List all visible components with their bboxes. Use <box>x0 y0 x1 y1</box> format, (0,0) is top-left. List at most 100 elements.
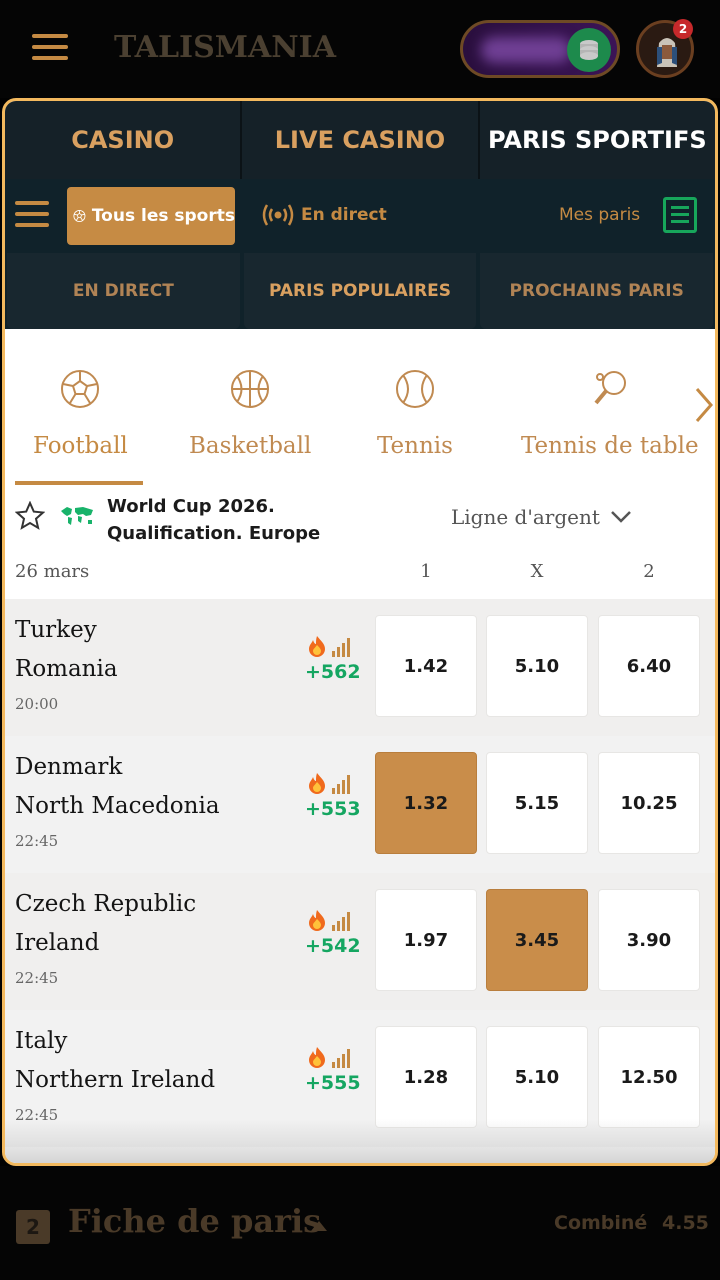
coins-icon <box>567 28 611 72</box>
fire-icon <box>309 773 325 794</box>
sportsbook-frame: CASINO LIVE CASINO PARIS SPORTIFS Tous l… <box>2 98 718 1166</box>
sport-tennis[interactable]: Tennis <box>377 367 453 459</box>
market-dropdown[interactable]: Ligne d'argent <box>451 505 632 529</box>
balance-amount-blurred <box>481 37 571 63</box>
away-team: Ireland <box>15 930 100 956</box>
chevron-down-icon <box>611 511 631 523</box>
home-team: Czech Republic <box>15 891 197 917</box>
odds-button[interactable]: 1.97 <box>375 889 477 991</box>
odds-button[interactable]: 10.25 <box>598 752 700 854</box>
match-row[interactable]: Denmark North Macedonia 22:45 +553 1.32 5.15 1… <box>5 736 715 873</box>
match-time: 20:00 <box>15 695 59 713</box>
signal-bars-icon <box>332 775 350 794</box>
tab-upcoming-bets[interactable]: PROCHAINS PARIS <box>480 253 714 329</box>
pharaoh-icon <box>657 38 677 67</box>
tennis-icon <box>395 370 434 408</box>
football-icon <box>61 370 100 408</box>
odds-button[interactable]: 3.90 <box>598 889 700 991</box>
away-team: Northern Ireland <box>15 1067 216 1093</box>
profile-avatar[interactable]: 2 <box>636 19 694 78</box>
tab-casino[interactable]: CASINO <box>5 101 243 179</box>
away-team: North Macedonia <box>15 793 220 819</box>
odds-column-1: 1 <box>420 561 432 582</box>
odds-button[interactable]: 5.10 <box>486 1026 588 1128</box>
odds-button[interactable]: 1.42 <box>375 615 477 717</box>
main-tabs: CASINO LIVE CASINO PARIS SPORTIFS <box>5 101 715 179</box>
odds-column-2: 2 <box>643 561 655 582</box>
sport-label: Basketball <box>189 433 312 459</box>
chevron-up-icon[interactable] <box>310 1220 328 1232</box>
sport-label: Football <box>33 433 128 459</box>
bet-slip-bar[interactable]: 2 Fiche de paris Combiné 4.55 <box>0 1166 720 1280</box>
menu-icon[interactable] <box>32 34 68 64</box>
odds-header-row: 26 mars 1 X 2 <box>5 549 715 599</box>
league-header: World Cup 2026. Qualification. Europe Li… <box>5 489 715 549</box>
sports-selector: Football Basketball Tennis Tennis de tab… <box>5 329 715 489</box>
tab-popular-bets[interactable]: PARIS POPULAIRES <box>243 253 477 329</box>
live-broadcast-icon <box>262 204 294 226</box>
odds-button[interactable]: 6.40 <box>598 615 700 717</box>
match-date: 26 mars <box>15 561 90 582</box>
fire-icon <box>309 1047 325 1068</box>
fire-icon <box>309 910 325 931</box>
chevron-right-icon[interactable] <box>693 387 713 423</box>
signal-bars-icon <box>332 912 350 931</box>
home-team: Italy <box>15 1028 68 1054</box>
more-markets-count[interactable]: +553 <box>305 798 361 820</box>
sport-basketball[interactable]: Basketball <box>189 367 311 459</box>
sport-table-tennis[interactable]: Tennis de table <box>521 367 699 459</box>
my-bets-link[interactable]: Mes paris <box>559 205 641 225</box>
match-row[interactable]: Czech Republic Ireland 22:45 +542 1.97 3.45 3.… <box>5 873 715 1010</box>
league-name-line: Qualification. Europe <box>107 523 321 544</box>
more-markets-count[interactable]: +542 <box>305 935 361 957</box>
combined-odds: 4.55 <box>662 1212 709 1234</box>
signal-bars-icon <box>332 1049 350 1068</box>
odds-button[interactable]: 5.15 <box>486 752 588 854</box>
signal-bars-icon <box>332 638 350 657</box>
sports-sub-nav: Tous les sports En direct Mes paris <box>5 179 715 253</box>
odds-button[interactable]: 12.50 <box>598 1026 700 1128</box>
tab-live-casino[interactable]: LIVE CASINO <box>242 101 480 179</box>
star-icon[interactable] <box>15 501 45 531</box>
home-team: Denmark <box>15 754 123 780</box>
basketball-icon <box>231 370 270 408</box>
odds-button[interactable]: 1.28 <box>375 1026 477 1128</box>
balance-button[interactable] <box>460 20 620 78</box>
sport-label: Tennis <box>377 433 453 459</box>
match-row[interactable]: Turkey Romania 20:00 +562 1.42 5.10 6.40 <box>5 599 715 736</box>
live-label: En direct <box>301 205 387 225</box>
home-team: Turkey <box>15 617 97 643</box>
tab-sports-betting[interactable]: PARIS SPORTIFS <box>487 126 707 154</box>
more-markets-count[interactable]: +562 <box>305 661 361 683</box>
away-team: Romania <box>15 656 118 682</box>
league-name[interactable]: World Cup 2026. Qualification. Europe <box>107 493 347 547</box>
top-bar: TALISMANIA 2 <box>0 0 720 98</box>
fire-icon <box>309 636 325 657</box>
content-area: Football Basketball Tennis Tennis de tab… <box>5 329 715 1163</box>
sport-football[interactable]: Football <box>33 367 128 459</box>
odds-button[interactable]: 5.10 <box>486 615 588 717</box>
scroll-fade <box>5 1119 715 1163</box>
notification-badge: 2 <box>673 19 693 39</box>
odds-button[interactable]: 1.32 <box>375 752 477 854</box>
active-sport-indicator <box>15 481 143 485</box>
more-markets-count[interactable]: +555 <box>305 1072 361 1094</box>
live-button[interactable]: En direct <box>261 201 387 229</box>
tab-live[interactable]: EN DIRECT <box>7 253 240 329</box>
bet-list-icon[interactable] <box>663 197 697 233</box>
odds-column-x: X <box>530 561 544 582</box>
all-sports-button[interactable]: Tous les sports <box>67 187 235 245</box>
market-label: Ligne d'argent <box>451 505 600 529</box>
sports-menu-icon[interactable] <box>15 201 49 231</box>
league-name-line: World Cup 2026. <box>107 496 275 517</box>
match-time: 22:45 <box>15 832 59 850</box>
combined-label: Combiné <box>554 1212 648 1234</box>
odds-button[interactable]: 3.45 <box>486 889 588 991</box>
sport-label: Tennis de table <box>521 433 699 459</box>
world-map-icon <box>61 507 93 525</box>
bet-slip-count: 2 <box>16 1210 50 1244</box>
logo[interactable]: TALISMANIA <box>114 30 336 65</box>
bet-slip-title: Fiche de paris <box>68 1202 322 1240</box>
match-time: 22:45 <box>15 969 59 987</box>
